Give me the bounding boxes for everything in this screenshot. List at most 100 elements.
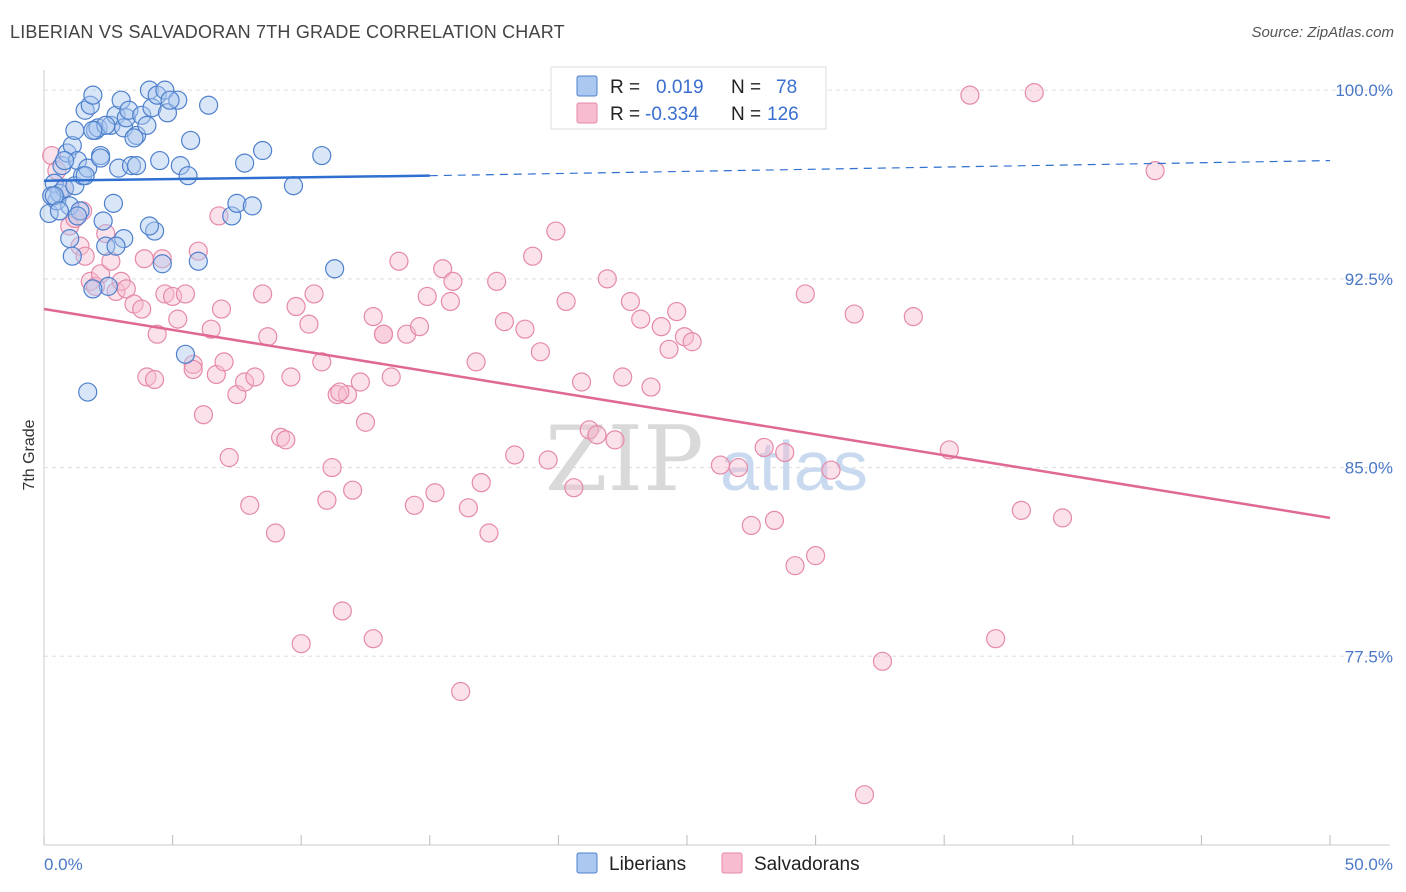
salvadorans-point-99 [775,442,795,463]
liberians-point-40 [152,254,172,274]
salvadorans-point-97 [754,437,774,458]
salvadorans-point-60 [417,286,437,307]
salvadorans-point-44 [312,352,332,372]
salvadorans-point-42 [299,314,319,334]
salvadorans-point-101 [795,284,815,304]
y-tick-label-1: 92.5% [1345,270,1393,289]
salvadorans-point-84 [613,367,633,387]
liberians-point-36 [142,98,162,118]
liberians-point-4 [52,156,72,176]
liberians-point-24 [103,193,124,213]
salvadorans-point-61 [425,483,445,503]
salvadorans-point-14 [132,299,152,319]
salvadorans-point-92 [682,332,702,352]
liberians-point-55 [283,176,304,196]
liberians-point-20 [93,211,113,231]
liberians-point-44 [170,156,190,176]
salvadorans-point-36 [265,523,286,543]
salvadorans-point-25 [201,319,221,339]
liberians-point-14 [78,158,98,178]
liberians-point-30 [119,100,139,120]
liberians-point-75 [139,216,160,236]
y-tick-label-3: 77.5% [1345,647,1393,666]
liberians-point-64 [96,115,116,135]
salvadorans-point-0 [42,145,62,166]
salvadorans-point-66 [466,352,486,372]
liberians-point-32 [126,125,147,146]
salvadorans-point-9 [101,251,121,271]
liberians-point-53 [242,196,262,216]
salvadorans-point-77 [556,291,576,312]
salvadorans-point-58 [404,495,424,515]
salvadorans-point-32 [240,495,260,515]
salvadorans-point-111 [1011,500,1031,520]
salvadorans-point-35 [258,327,278,347]
y-axis-label: 7th Grade [21,419,38,490]
liberians-point-22 [98,276,118,296]
salvadorans-point-62 [433,259,453,279]
salvadorans-point-70 [494,312,514,332]
salvadorans-point-33 [245,367,265,387]
liberians-trend-extension [429,159,1331,177]
legend-n-value-1: 78 [776,77,797,98]
liberians-point-34 [137,115,157,135]
salvadorans-point-73 [523,246,543,266]
liberians-point-74 [126,156,147,176]
salvadorans-point-118 [373,324,394,344]
liberians-points [39,80,345,402]
salvadorans-point-48 [332,601,352,621]
salvadorans-point-119 [440,291,460,312]
liberians-point-70 [44,186,64,206]
liberians-point-67 [160,90,180,110]
chart-title: LIBERIAN VS SALVADORAN 7TH GRADE CORRELA… [10,22,565,42]
salvadorans-point-74 [530,342,550,362]
salvadorans-point-18 [155,284,175,304]
salvadorans-point-123 [363,306,383,327]
liberians-point-49 [199,95,219,115]
salvadorans-point-96 [741,515,761,536]
salvadorans-point-103 [821,460,841,480]
liberians-point-11 [70,201,90,221]
salvadorans-point-100 [785,556,805,576]
salvadorans-point-16 [147,324,167,344]
salvadorans-point-53 [363,629,383,649]
salvadorans-point-39 [281,367,301,387]
liberians-point-42 [157,103,178,123]
liberians-point-54 [253,140,273,161]
salvadorans-point-37 [271,427,291,447]
salvadorans-point-75 [538,450,558,470]
liberians-point-46 [178,166,198,186]
salvadorans-point-65 [458,498,478,518]
legend-r-value-2: -0.334 [645,104,699,125]
salvadorans-point-41 [291,634,311,654]
liberians-point-69 [83,120,103,140]
salvadorans-point-71 [505,445,525,465]
legend-r-value-1: 0.019 [656,77,704,98]
salvadorans-point-106 [872,651,893,671]
salvadorans-point-115 [144,369,165,390]
y-tick-labels: 100.0% 92.5% 85.0% 77.5% [1335,81,1393,666]
liberians-point-21 [96,236,116,256]
liberians-point-51 [227,193,247,213]
liberians-point-60 [60,228,80,249]
salvadorans-points [42,83,1165,805]
salvadorans-point-45 [317,490,337,510]
salvadorans-trend-line [43,307,1331,520]
legend-r-label-1: R = [610,77,640,98]
salvadorans-point-87 [641,377,661,397]
salvadorans-point-38 [276,430,296,450]
liberians-point-16 [83,85,103,105]
liberians-point-71 [49,201,70,221]
liberians-point-27 [111,90,131,110]
liberians-point-33 [132,105,152,125]
y-tick-label-2: 85.0% [1345,459,1393,478]
salvadorans-point-79 [571,372,592,392]
salvadorans-point-28 [214,352,234,372]
series-legend-swatch-salvadorans [721,852,743,874]
salvadorans-point-22 [183,354,203,374]
salvadorans-point-102 [805,546,826,566]
watermark-zip: ZIP [545,407,704,512]
salvadorans-point-114 [1145,161,1165,181]
liberians-point-57 [325,259,345,279]
liberians-point-8 [62,135,82,156]
